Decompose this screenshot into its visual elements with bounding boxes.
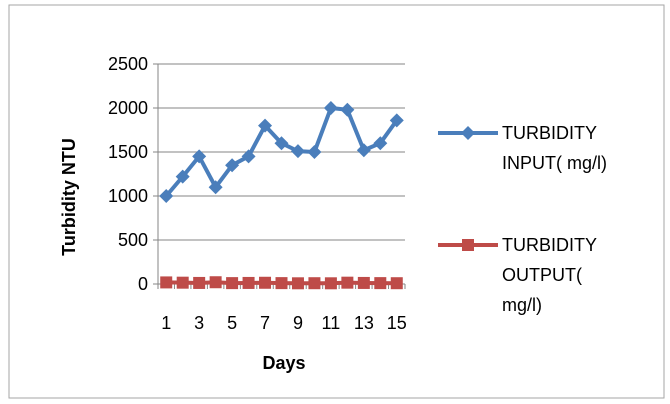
data-point [259,276,272,289]
data-point [242,276,255,289]
chart-border [8,4,665,399]
data-point [357,276,370,289]
data-point [308,277,321,290]
data-point [175,169,190,184]
data-point [307,145,322,159]
x-tick-label: 9 [293,313,303,333]
data-point [192,149,207,164]
data-point [193,276,206,289]
legend-label: TURBIDITY [502,123,597,143]
legend-marker-2 [462,239,474,251]
data-point [341,276,354,289]
data-point [356,143,371,158]
data-point [258,118,273,133]
y-tick-label: 2500 [108,54,148,74]
data-point [159,189,174,203]
data-point [373,136,388,151]
data-point [226,277,239,290]
y-axis-title: Turbidity NTU [59,138,79,256]
data-point [274,136,289,151]
x-tick-label: 13 [354,313,374,333]
series-1 [159,101,404,203]
legend: TURBIDITY INPUT( mg/l) TURBIDITY OUTPUT( mg/… [438,123,607,315]
y-tick-label: 0 [138,274,148,294]
data-point [208,180,223,195]
data-point [275,277,288,290]
x-tick-label: 15 [387,313,407,333]
legend-entry-1: TURBIDITY INPUT( mg/l) [438,123,607,173]
data-point [290,144,305,159]
legend-marker-1 [461,126,475,140]
legend-label: mg/l) [502,295,542,315]
data-point [323,101,338,115]
legend-label: INPUT( mg/l) [502,153,607,173]
series-layer [159,101,404,290]
legend-label: TURBIDITY [502,235,597,255]
data-point [340,102,355,117]
x-tick-label: 5 [227,313,237,333]
data-point [390,277,403,290]
y-tick-label: 1000 [108,186,148,206]
y-tick-label: 1500 [108,142,148,162]
data-point [209,276,222,289]
legend-label: OUTPUT( [502,265,582,285]
y-tick-label: 500 [118,230,148,250]
x-axis-title: Days [262,353,305,373]
data-point [374,277,387,290]
y-tick-label: 2000 [108,98,148,118]
data-point [291,277,304,290]
data-point [324,277,337,290]
x-tick-label: 7 [260,313,270,333]
data-point [176,276,189,289]
series-2 [160,276,403,290]
data-point [160,276,173,289]
data-point [389,113,404,128]
data-point [241,149,256,164]
legend-entry-2: TURBIDITY OUTPUT( mg/l) [438,235,597,315]
x-tick-label: 1 [161,313,171,333]
x-tick-label: 11 [322,313,341,333]
data-point [225,158,240,173]
x-tick-label: 3 [194,313,204,333]
